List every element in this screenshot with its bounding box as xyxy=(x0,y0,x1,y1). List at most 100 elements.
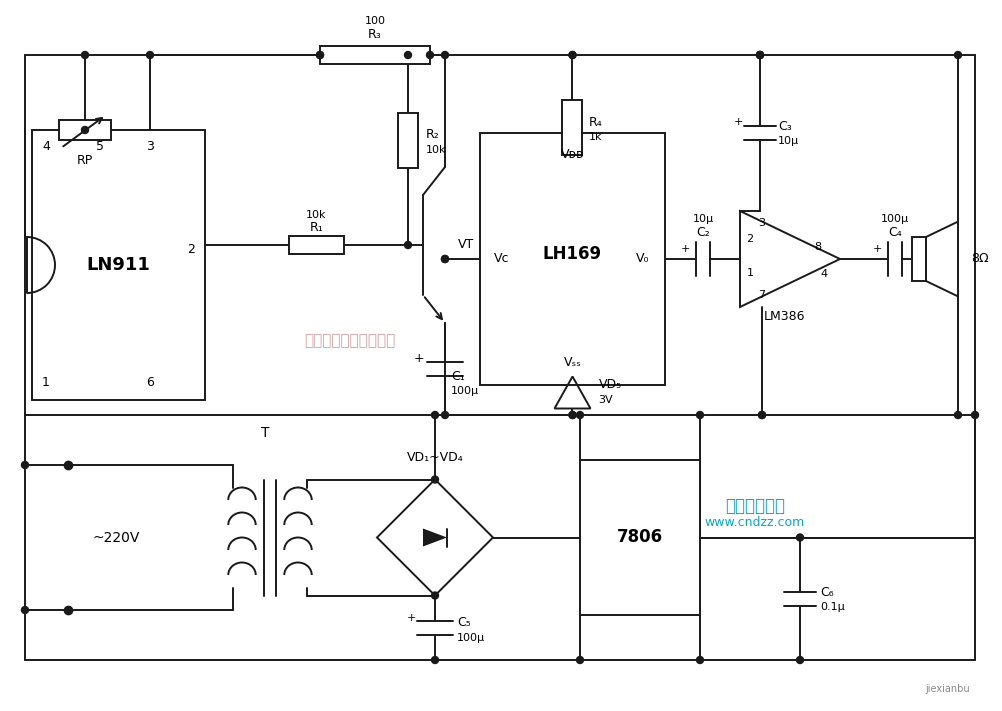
Text: 杭州将睶科技有限公司: 杭州将睶科技有限公司 xyxy=(304,333,395,348)
Text: 4: 4 xyxy=(820,269,827,279)
Text: 100μ: 100μ xyxy=(451,386,479,396)
Text: R₃: R₃ xyxy=(368,28,382,41)
Circle shape xyxy=(758,412,765,419)
Text: 10μ: 10μ xyxy=(691,214,712,224)
Circle shape xyxy=(695,412,702,419)
Text: 1: 1 xyxy=(42,377,50,390)
Text: C₁: C₁ xyxy=(451,370,464,383)
Text: +: + xyxy=(406,613,415,623)
Circle shape xyxy=(756,51,763,58)
Text: ~220V: ~220V xyxy=(92,530,139,545)
Text: +: + xyxy=(732,117,741,127)
Circle shape xyxy=(404,242,411,249)
Circle shape xyxy=(441,255,448,262)
Bar xyxy=(32,130,204,400)
Text: R₂: R₂ xyxy=(426,129,439,141)
Text: 100μ: 100μ xyxy=(880,214,908,224)
Text: C₄: C₄ xyxy=(887,227,901,240)
Text: 2: 2 xyxy=(745,234,753,244)
Text: 1: 1 xyxy=(745,268,753,278)
Text: 100: 100 xyxy=(364,16,385,26)
Bar xyxy=(579,460,699,615)
Text: 电子电路图站: 电子电路图站 xyxy=(724,497,785,515)
Text: LN911: LN911 xyxy=(86,256,150,274)
Circle shape xyxy=(796,534,803,541)
Text: C₂: C₂ xyxy=(695,227,709,240)
Text: R₄: R₄ xyxy=(588,115,601,129)
Circle shape xyxy=(971,412,978,419)
Text: 1k: 1k xyxy=(588,132,601,142)
Text: RP: RP xyxy=(77,154,93,166)
Bar xyxy=(59,120,111,140)
Circle shape xyxy=(758,412,765,419)
Text: VT: VT xyxy=(458,238,474,252)
Circle shape xyxy=(441,412,448,419)
Text: +: + xyxy=(872,244,881,254)
Circle shape xyxy=(756,51,763,58)
Circle shape xyxy=(431,412,438,419)
Circle shape xyxy=(954,412,961,419)
Circle shape xyxy=(568,51,575,58)
Text: Vᴅᴅ: Vᴅᴅ xyxy=(560,149,584,161)
Circle shape xyxy=(431,592,438,599)
Circle shape xyxy=(81,127,88,134)
Text: 100μ: 100μ xyxy=(457,633,485,643)
Bar xyxy=(320,46,430,64)
Text: Vₛₛ: Vₛₛ xyxy=(563,356,581,370)
Text: R₁: R₁ xyxy=(310,222,323,235)
Circle shape xyxy=(576,412,583,419)
Text: +: + xyxy=(413,353,424,365)
Text: 10k: 10k xyxy=(426,145,446,155)
Circle shape xyxy=(317,51,324,58)
Text: 10μ: 10μ xyxy=(778,136,799,146)
Circle shape xyxy=(431,476,438,483)
Circle shape xyxy=(576,656,583,663)
Text: 3: 3 xyxy=(146,141,153,154)
Text: 10k: 10k xyxy=(306,210,327,220)
Circle shape xyxy=(568,51,575,58)
Text: 6: 6 xyxy=(146,377,153,390)
Text: 8: 8 xyxy=(814,242,821,252)
Polygon shape xyxy=(423,528,447,547)
Text: 3V: 3V xyxy=(598,395,612,405)
Circle shape xyxy=(317,51,324,58)
Circle shape xyxy=(441,255,448,262)
Bar xyxy=(398,112,418,168)
Text: V₀: V₀ xyxy=(635,252,649,265)
Circle shape xyxy=(404,51,411,58)
Text: 7: 7 xyxy=(758,290,765,300)
Text: 7806: 7806 xyxy=(616,528,662,547)
Text: T: T xyxy=(261,426,269,440)
Circle shape xyxy=(21,461,28,469)
Text: C₅: C₅ xyxy=(457,616,470,629)
Text: 5: 5 xyxy=(96,141,104,154)
Bar xyxy=(562,100,582,154)
Circle shape xyxy=(431,656,438,663)
Circle shape xyxy=(796,656,803,663)
Text: 2: 2 xyxy=(187,243,194,257)
Circle shape xyxy=(695,656,702,663)
Text: C₃: C₃ xyxy=(778,120,791,134)
Text: VD₁~VD₄: VD₁~VD₄ xyxy=(406,451,463,464)
Bar xyxy=(289,236,344,254)
Text: VD₅: VD₅ xyxy=(598,378,621,391)
Circle shape xyxy=(426,51,433,58)
Bar xyxy=(911,237,925,281)
Circle shape xyxy=(568,412,575,419)
Circle shape xyxy=(756,51,763,58)
Text: 8Ω: 8Ω xyxy=(970,252,988,265)
Bar xyxy=(480,133,664,385)
Text: LH169: LH169 xyxy=(542,245,601,263)
Circle shape xyxy=(81,51,88,58)
Circle shape xyxy=(568,412,575,419)
Text: 4: 4 xyxy=(42,141,50,154)
Circle shape xyxy=(441,51,448,58)
Text: 0.1μ: 0.1μ xyxy=(820,602,844,611)
Text: 3: 3 xyxy=(758,218,765,228)
Text: LM386: LM386 xyxy=(764,311,805,324)
Text: Vᴄ: Vᴄ xyxy=(494,252,509,265)
Text: +: + xyxy=(679,244,689,254)
Circle shape xyxy=(954,51,961,58)
Text: jiexianbu: jiexianbu xyxy=(925,684,969,694)
Text: www.cndzz.com: www.cndzz.com xyxy=(704,516,805,530)
